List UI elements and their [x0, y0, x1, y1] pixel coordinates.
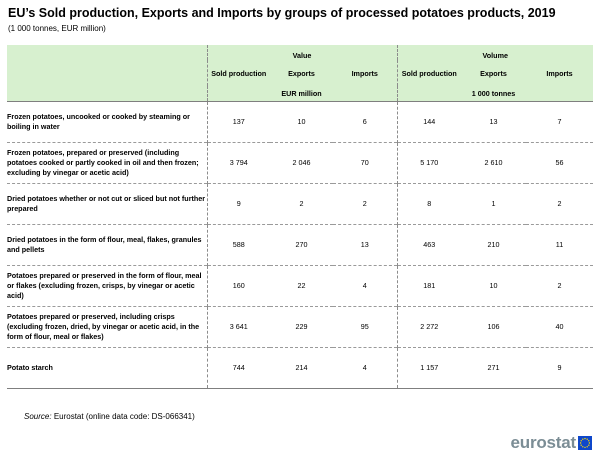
row-label: Frozen potatoes, prepared or preserved (…	[7, 147, 199, 177]
cell-value-exports: 2 046	[292, 158, 311, 167]
cell-value-exports: 22	[297, 281, 306, 290]
cell-value-sold: 3 794	[206, 142, 270, 183]
unit-volume: 1 000 tonnes	[471, 88, 516, 98]
cell-volume-imports: 7	[557, 117, 562, 126]
col-header-volume-exports: Exports	[480, 68, 507, 78]
table-row: Dried potatoes whether or not cut or sli…	[7, 183, 594, 224]
table-row: Frozen potatoes, prepared or preserved (…	[7, 142, 594, 183]
cell-volume-exports: 210	[487, 240, 500, 249]
cell-volume-imports: 56	[555, 158, 564, 167]
cell-volume-imports: 11	[555, 240, 564, 249]
table-subtitle: (1 000 tonnes, EUR million)	[8, 24, 106, 33]
cell-value-sold: 9	[206, 183, 270, 224]
unit-value-spacer-2	[333, 86, 397, 101]
row-label: Dried potatoes whether or not cut or sli…	[7, 193, 206, 213]
cell-volume-sold: 2 272	[396, 306, 461, 347]
cell-value-imports: 70	[360, 158, 369, 167]
row-label: Potatoes prepared or preserved, includin…	[7, 311, 200, 341]
unit-volume-spacer	[396, 86, 461, 101]
table-row: Dried potatoes in the form of flour, mea…	[7, 224, 594, 265]
eurostat-logo: eurostat	[511, 434, 592, 452]
cell-value-imports: 4	[362, 363, 367, 372]
col-header-value-sold: Sold production	[206, 60, 270, 86]
data-table: Value Volume Sold production Exports Imp…	[7, 45, 594, 389]
group-header-volume: Volume	[396, 45, 594, 60]
cell-volume-exports: 2 610	[484, 158, 503, 167]
col-header-volume-imports: Imports	[546, 68, 573, 78]
cell-value-exports: 270	[295, 240, 308, 249]
cell-value-sold: 588	[206, 224, 270, 265]
source-prefix: Source:	[24, 412, 52, 421]
table-row: Frozen potatoes, uncooked or cooked by s…	[7, 101, 594, 142]
cell-value-exports: 2	[299, 199, 304, 208]
cell-volume-exports: 271	[487, 363, 500, 372]
table-row: Potatoes prepared or preserved in the fo…	[7, 265, 594, 306]
cell-volume-imports: 9	[557, 363, 562, 372]
cell-volume-sold: 181	[396, 265, 461, 306]
cell-volume-sold: 8	[396, 183, 461, 224]
cell-volume-imports: 2	[557, 199, 562, 208]
col-header-value-exports: Exports	[288, 68, 315, 78]
cell-value-exports: 10	[297, 117, 306, 126]
source-note: Source: Eurostat (online data code: DS-0…	[24, 412, 195, 421]
cell-value-sold: 160	[206, 265, 270, 306]
cell-volume-sold: 5 170	[396, 142, 461, 183]
group-header-value: Value	[206, 45, 397, 60]
cell-value-sold: 744	[206, 347, 270, 388]
cell-value-imports: 95	[360, 322, 369, 331]
flag-stars	[579, 437, 591, 449]
row-label: Frozen potatoes, uncooked or cooked by s…	[7, 111, 190, 131]
flag-background	[578, 436, 592, 450]
logo-text: eurostat	[510, 433, 577, 452]
cell-volume-imports: 40	[555, 322, 564, 331]
cell-volume-sold: 463	[396, 224, 461, 265]
cell-value-imports: 6	[362, 117, 367, 126]
row-label: Potato starch	[7, 362, 53, 372]
col-header-volume-sold: Sold production	[396, 60, 461, 86]
header-blank	[7, 45, 207, 101]
header-row-groups: Value Volume	[7, 45, 594, 60]
cell-value-imports: 4	[362, 281, 367, 290]
cell-volume-imports: 2	[557, 281, 562, 290]
cell-volume-exports: 106	[487, 322, 500, 331]
source-text: Eurostat (online data code: DS-066341)	[53, 412, 195, 421]
row-label: Dried potatoes in the form of flour, mea…	[7, 234, 202, 254]
unit-value-spacer	[206, 86, 270, 101]
cell-value-imports: 2	[362, 199, 367, 208]
row-label: Potatoes prepared or preserved in the fo…	[7, 270, 202, 300]
col-header-value-imports: Imports	[351, 68, 378, 78]
cell-volume-exports: 1	[491, 199, 496, 208]
unit-volume-spacer-2	[526, 86, 593, 101]
cell-value-exports: 214	[295, 363, 308, 372]
cell-volume-sold: 1 157	[396, 347, 461, 388]
cell-volume-exports: 13	[489, 117, 498, 126]
eu-flag-icon	[578, 436, 592, 450]
cell-value-imports: 13	[360, 240, 369, 249]
cell-value-exports: 229	[295, 322, 308, 331]
table-title: EU’s Sold production, Exports and Import…	[8, 6, 556, 20]
unit-value: EUR million	[281, 88, 322, 98]
cell-value-sold: 137	[206, 101, 270, 142]
table-row: Potato starch 744 214 4 1 157 271 9	[7, 347, 594, 388]
cell-volume-exports: 10	[489, 281, 498, 290]
table-row: Potatoes prepared or preserved, includin…	[7, 306, 594, 347]
cell-value-sold: 3 641	[206, 306, 270, 347]
cell-volume-sold: 144	[396, 101, 461, 142]
